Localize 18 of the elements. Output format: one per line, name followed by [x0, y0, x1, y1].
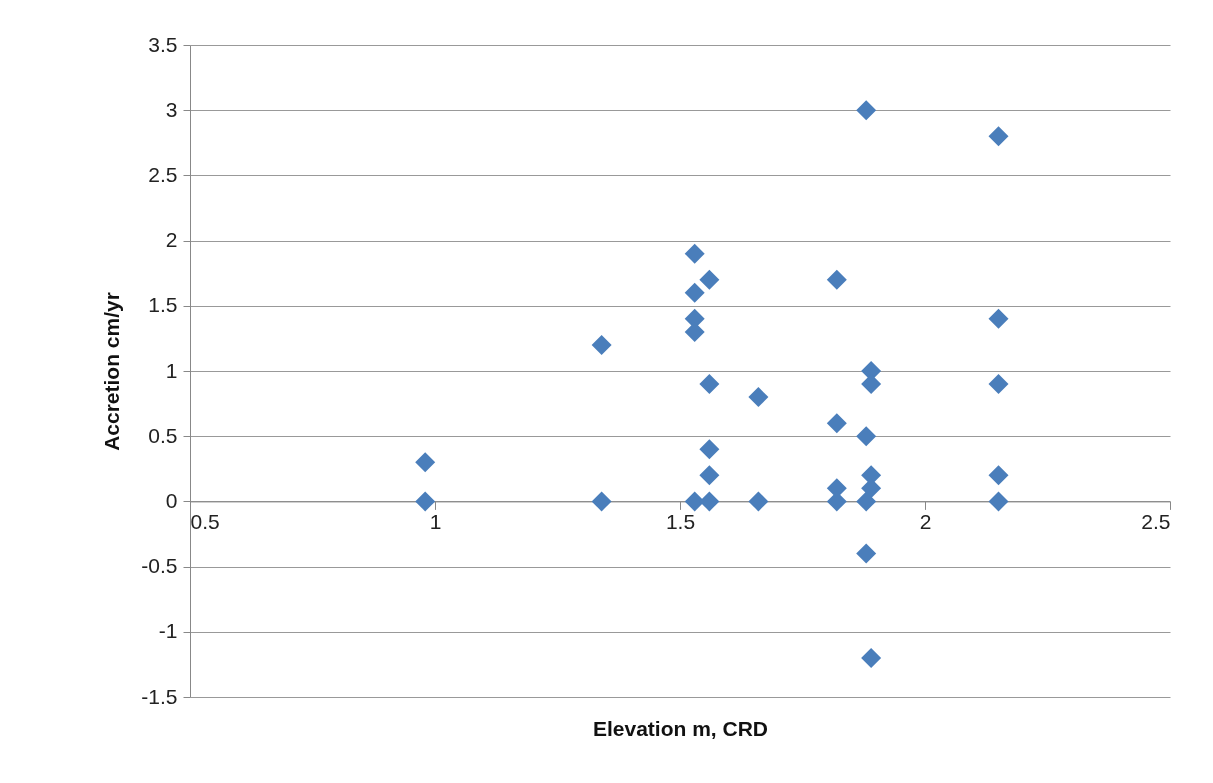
y-tick-label: 0.5 — [148, 423, 178, 447]
y-tick-label: 0 — [165, 488, 178, 512]
y-tick-label: 1.5 — [148, 293, 178, 317]
y-tick-label: 2.5 — [148, 162, 178, 186]
y-axis-title: Accretion cm/yr — [100, 292, 124, 451]
x-tick-label: 2.5 — [1141, 509, 1171, 533]
y-tick-label: 1 — [165, 358, 178, 382]
x-tick-label: 1.5 — [665, 509, 696, 533]
y-tick-label: 2 — [165, 228, 178, 252]
x-tick-label: 1 — [429, 509, 442, 533]
y-tick-label: -0.5 — [141, 554, 178, 578]
x-axis-title: Elevation m, CRD — [592, 716, 769, 740]
y-tick-label: 3.5 — [148, 32, 178, 56]
x-tick-label: 2 — [919, 509, 932, 533]
y-tick-label: -1 — [158, 619, 178, 643]
x-tick-label: 0.5 — [190, 509, 220, 533]
y-tick-label: 3 — [165, 97, 178, 121]
y-tick-label: -1.5 — [141, 684, 178, 708]
